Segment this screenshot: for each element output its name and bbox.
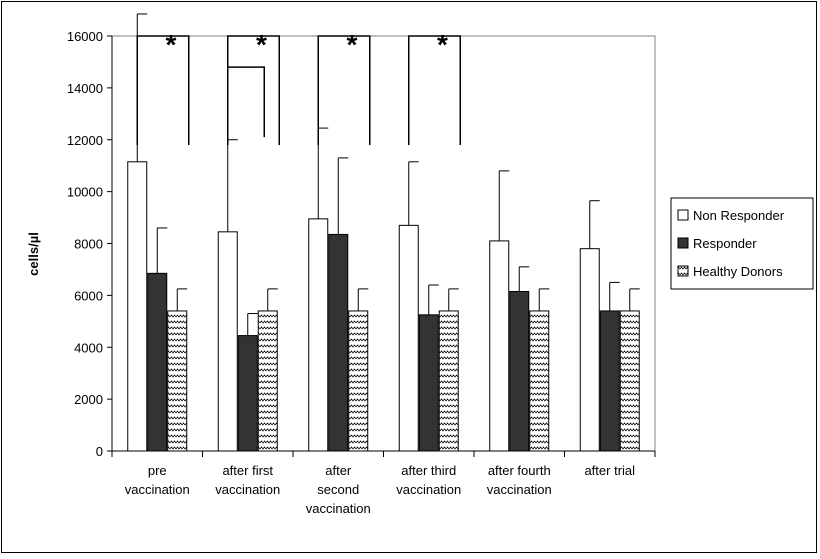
bar	[308, 218, 329, 452]
y-tick-label: 2000	[74, 392, 103, 407]
significance-star: *	[347, 29, 358, 60]
bar	[489, 240, 510, 452]
bar	[398, 224, 419, 452]
plot-area	[111, 35, 656, 452]
x-category-label: after	[325, 463, 352, 478]
x-category-label: after first	[222, 463, 273, 478]
significance-star: *	[437, 29, 448, 60]
bar	[529, 310, 550, 452]
x-category-label: after third	[401, 463, 456, 478]
significance-bracket	[408, 35, 461, 145]
x-category-label: vaccination	[306, 501, 371, 516]
significance-star: *	[256, 29, 267, 60]
x-category-label: after fourth	[488, 463, 551, 478]
y-tick-label: 14000	[67, 81, 103, 96]
bar	[257, 310, 278, 452]
bar	[127, 161, 148, 452]
y-tick-label: 10000	[67, 185, 103, 200]
y-axis-title: cells/µl	[26, 232, 41, 276]
bar	[619, 310, 640, 452]
bar	[418, 314, 439, 452]
legend-label: Healthy Donors	[693, 264, 783, 279]
x-category-label: after trial	[584, 463, 635, 478]
significance-star: *	[166, 29, 177, 60]
bar	[217, 231, 238, 452]
legend-swatch	[677, 237, 689, 249]
x-category-label: vaccination	[125, 482, 190, 497]
y-tick-label: 8000	[74, 237, 103, 252]
bar	[237, 335, 258, 452]
legend-label: Non Responder	[693, 208, 785, 223]
bar	[579, 248, 600, 452]
x-category-label: vaccination	[487, 482, 552, 497]
y-tick-label: 0	[96, 444, 103, 459]
x-category-label: pre	[148, 463, 167, 478]
legend-swatch	[677, 209, 689, 221]
bar	[599, 310, 620, 452]
bar	[147, 272, 168, 452]
significance-bracket	[227, 66, 265, 138]
significance-bracket	[317, 35, 371, 145]
significance-bracket	[227, 35, 280, 145]
bar	[328, 233, 349, 452]
legend: Non Responder Responder Healthy Donors	[670, 197, 814, 290]
significance-bracket	[136, 35, 190, 145]
y-tick-label: 4000	[74, 340, 103, 355]
legend-swatch	[677, 265, 689, 277]
bar	[167, 310, 188, 452]
legend-label: Responder	[693, 236, 757, 251]
y-tick-label: 16000	[67, 29, 103, 44]
legend-box	[670, 197, 814, 290]
y-tick-label: 6000	[74, 288, 103, 303]
y-tick-label: 12000	[67, 133, 103, 148]
x-category-label: vaccination	[215, 482, 280, 497]
bar	[438, 310, 459, 452]
x-category-label: second	[317, 482, 359, 497]
bar	[348, 310, 369, 452]
x-category-label: vaccination	[396, 482, 461, 497]
bar	[509, 290, 530, 452]
